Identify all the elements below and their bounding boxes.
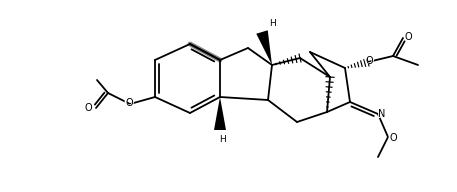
Text: O: O: [389, 133, 397, 143]
Text: H: H: [218, 136, 225, 145]
Text: H: H: [267, 17, 277, 31]
Text: H: H: [217, 133, 227, 146]
Text: O: O: [83, 102, 93, 114]
Text: O: O: [365, 56, 373, 66]
Polygon shape: [256, 30, 272, 65]
Text: N: N: [377, 108, 387, 121]
Text: H: H: [269, 20, 276, 28]
Text: N: N: [378, 109, 386, 119]
Text: O: O: [388, 132, 399, 145]
Text: O: O: [403, 31, 413, 44]
Text: O: O: [84, 103, 92, 113]
Text: O: O: [124, 97, 134, 109]
Polygon shape: [214, 97, 226, 130]
Text: O: O: [404, 32, 412, 42]
Text: O: O: [125, 98, 133, 108]
Text: O: O: [364, 55, 374, 68]
